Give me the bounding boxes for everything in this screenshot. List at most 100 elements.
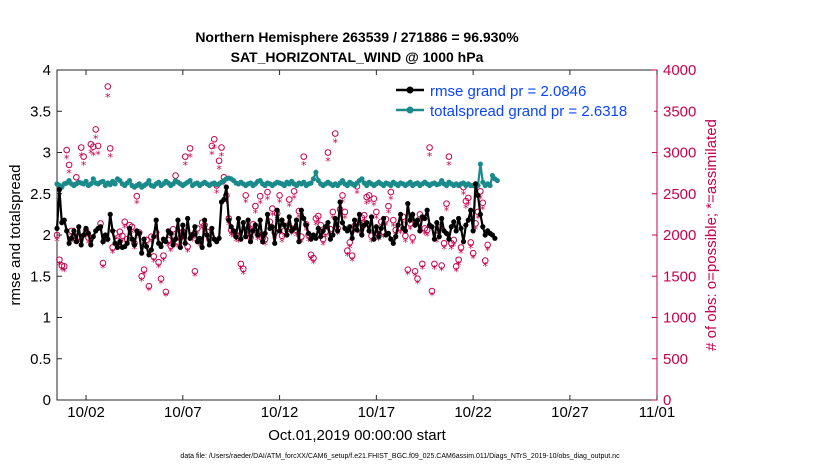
obs-assimilated-point: * [299, 237, 305, 250]
obs-assimilated-point: * [180, 232, 186, 245]
obs-assimilated-point: * [173, 177, 179, 190]
rmse-point [475, 192, 481, 198]
obs-assimilated-point: * [349, 255, 355, 268]
obs-possible-point [104, 83, 112, 90]
rmse-point [318, 234, 324, 240]
obs-assimilated-point: * [64, 153, 70, 166]
obs-assimilated-point: * [161, 255, 167, 268]
obs-possible-point [329, 208, 337, 216]
obs-assimilated-point: * [383, 220, 389, 233]
obs-assimilated-point: * [296, 212, 302, 225]
x-tick-label: 11/01 [639, 404, 675, 421]
rmse-point [255, 232, 261, 238]
rmse-point [172, 236, 179, 242]
obs-possible-point [186, 145, 194, 152]
obs-possible-point [106, 145, 114, 152]
rmse-point [429, 224, 435, 230]
obs-assimilated-point: * [386, 207, 392, 220]
rmse-point [322, 224, 329, 230]
obs-possible-point [89, 143, 97, 151]
obs-assimilated-point: * [91, 149, 97, 162]
rmse-point [460, 239, 467, 245]
obs-possible-point [464, 194, 472, 202]
rmse-point [269, 224, 275, 230]
rmse-point [146, 252, 152, 258]
rmse-point [168, 230, 174, 236]
obs-assimilated-point: * [458, 247, 464, 260]
obs-assimilated-point: * [291, 193, 297, 206]
obs-possible-point [331, 130, 339, 137]
obs-assimilated-point: * [398, 228, 404, 241]
rmse-point [247, 239, 254, 245]
rmse-point [78, 242, 84, 248]
rmse-point [136, 230, 142, 236]
right-axis: 0 500 1000 1500 2000 2500 3000 3500 4000 [652, 62, 696, 409]
left-tick-label: 4 [43, 62, 51, 79]
obs-possible-point [133, 192, 141, 200]
obs-assimilated-point: * [381, 232, 387, 245]
x-tick-label: 10/22 [454, 404, 492, 421]
obs-assimilated-point: * [132, 243, 138, 256]
rmse-point [189, 232, 196, 238]
obs-assimilated-point: * [107, 151, 113, 164]
obs-possible-point [484, 241, 491, 249]
rmse-point [117, 239, 123, 245]
obs-assimilated-point: * [62, 265, 68, 278]
rmse-point [468, 207, 474, 213]
obs-assimilated-point: * [279, 236, 285, 249]
obs-possible-point [157, 275, 165, 283]
obs-assimilated-point: * [95, 149, 101, 162]
rmse-point [221, 196, 227, 203]
rmse-point [284, 232, 290, 238]
rmse-point [458, 225, 464, 231]
rmse-point [83, 225, 89, 231]
rmse-point [395, 222, 401, 228]
rmse-point [61, 217, 67, 223]
obs-assimilated-point: * [434, 236, 440, 249]
obs-assimilated-point: * [323, 232, 329, 245]
rmse-point [81, 232, 87, 238]
rmse-point [276, 228, 283, 234]
rmse-point [262, 230, 268, 236]
rmse-point [339, 220, 346, 226]
rmse-point [252, 222, 258, 228]
obs-assimilated-point: * [294, 230, 300, 243]
rmse-point [90, 234, 96, 240]
rmse-point [279, 217, 285, 223]
obs-assimilated-point: * [134, 197, 140, 210]
rmse-point [163, 239, 169, 245]
totalspread-point [112, 181, 118, 187]
rmse-point [364, 220, 370, 226]
obs-possible-point [431, 260, 438, 268]
rmse-point [226, 217, 232, 223]
rmse-point [405, 201, 411, 207]
obs-assimilated-point: * [313, 219, 319, 232]
rmse-point [180, 222, 186, 228]
rmse-point [54, 225, 60, 231]
rmse-point [371, 236, 377, 242]
obs-possible-point [145, 282, 153, 290]
obs-possible-point [138, 272, 145, 280]
rmse-point [243, 234, 249, 240]
rmse-point [431, 236, 438, 242]
obs-assimilated-point: * [185, 246, 191, 259]
rmse-point [102, 232, 108, 238]
obs-assimilated-point: * [103, 237, 109, 250]
rmse-point [407, 217, 413, 223]
obs-assimilated-point: * [265, 193, 271, 206]
data-file-footer: data file: /Users/raeder/DAI/ATM_forcXX/… [180, 453, 620, 460]
rmse-point [482, 232, 488, 238]
obs-assimilated-point: * [308, 254, 314, 267]
obs-assimilated-point: * [453, 265, 459, 278]
obs-possible-point [426, 144, 433, 151]
obs-assimilated-point: * [325, 155, 331, 168]
obs-assimilated-point: * [470, 253, 476, 266]
totalspread-point [88, 181, 94, 187]
rmse-point [231, 228, 237, 234]
rmse-point [337, 199, 343, 205]
rmse-point [148, 247, 154, 253]
rmse-point [112, 240, 118, 246]
obs-assimilated-point: * [190, 235, 196, 248]
rmse-point [344, 228, 350, 234]
rmse-point [141, 236, 147, 242]
